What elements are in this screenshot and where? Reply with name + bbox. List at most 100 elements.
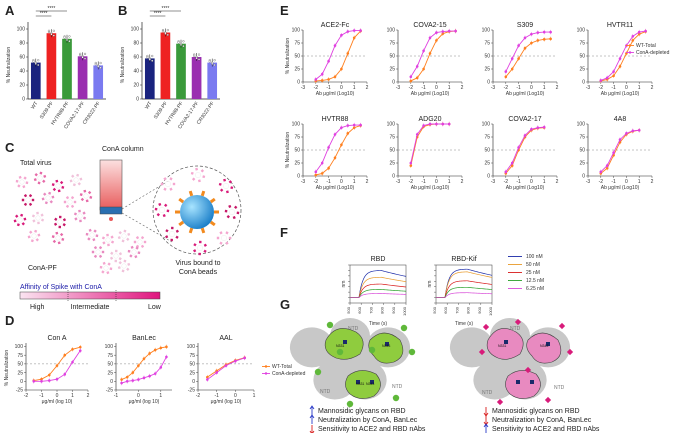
panel-e-chart-4-xtick-label: 1 [353,179,356,185]
panel-e-chart-3-ytick-label: 0 [582,80,585,86]
virus-particle [101,233,115,247]
virus-spike [42,179,46,183]
virus-spike [163,177,167,181]
virus-spike [169,177,173,181]
left-spike-trimer [289,318,411,400]
virus-spike [25,181,29,185]
virus-particle [91,246,105,258]
panel-d-chart-1-title: BanLec [132,335,156,342]
virus-spike [127,249,131,253]
panel-e-chart-5-xlabel: Ab μg/ml (Log10) [411,185,450,191]
green-glycan-dot [408,348,416,356]
virus-spike [99,265,103,269]
virus-spike [219,241,223,245]
panel-f-rbdkif-ylabel: nm [427,281,433,288]
panel-e-chart-7-xlabel: Ab μg/ml (Log10) [601,185,640,191]
pink-glycan-diamond [478,348,486,356]
panel-e-chart-1-xtick-label: 0 [435,85,438,91]
panel-f-rbdkif-curve [436,292,493,298]
panel-e-chart-5-ytick-label: 50 [389,148,395,154]
virus-spike [126,237,130,241]
virus-particle [13,213,27,227]
virus-spike [44,201,48,205]
panel-d-chart-2: -25 0 25 50 75 100 -2 -1 0 1 AAL μg/ml (log 10) [187,335,256,405]
panel-e-chart-1-xtick-label: -1 [421,85,426,91]
left-arrow-icon [309,430,315,433]
virus-spike [226,215,230,219]
virus-spike [52,239,57,244]
panel-e-chart-0-ytick-label: 100 [292,28,301,34]
ntd-label: NTD [392,384,403,390]
panel-e-chart-5-xtick-label: -1 [421,179,426,185]
ntd-label: NTD [554,385,565,391]
virus-core [19,179,25,185]
panel-f-rbd-xlabel: Time (s) [369,321,387,327]
virus-particle [53,215,67,229]
panel-e-chart-6-xtick-label: 2 [556,179,559,185]
panel-e-legend-label: WT-Total [636,43,656,49]
panel-e-chart-2-ytick-label: 50 [484,54,490,60]
virus-spike [110,251,114,255]
panel-a-point [81,56,84,59]
panel-e-chart-7-xtick-label: 2 [651,179,654,185]
virus-core [77,213,83,219]
panel-d-chart-1: -25 0 25 50 75 100 -1 0 1 BanLec μg/ml (log 10) [105,335,172,405]
virus-spike [15,214,19,218]
panel-b-ytick-label: 80 [133,41,139,47]
virus-spike [228,180,233,184]
panel-d-chart-1-ytick-label: 0 [110,379,113,385]
panel-d-ylabel: % Neutralization [4,350,10,387]
affinity-gradient-bar [19,291,161,300]
virus-spike [18,175,22,179]
cona-lectin [188,227,194,234]
virus-spike [224,209,228,213]
virus-spike [93,254,98,258]
panel-b-point [213,59,216,62]
panel-a-ytick-label: 60 [19,55,25,61]
panel-e-chart-1-series-line [410,30,456,78]
left-effect-label: Mannosidic glycans on RBD [318,408,406,415]
panel-b-bar [176,43,186,99]
panel-e-chart-6-xtick-label: 1 [543,179,546,185]
virus-particle [15,175,29,189]
virus-particle [218,178,234,194]
panel-b-point [151,54,154,58]
cona-lectin [209,220,216,227]
panel-b-ytick-label: 0 [136,97,139,103]
panel-f-legend-label: 12.5 nM [526,278,544,284]
virus-core [131,249,137,255]
panel-d-chart-1-ytick-label: 50 [107,362,113,368]
panel-e-chart-2: 0 25 50 75 100 -3 -2 -1 0 1 2 S309 Ab μg/ml (Log10) [482,22,559,97]
left-arrow-icon [309,414,315,419]
virus-spike [87,190,92,195]
virus-spike [118,257,122,261]
green-glycan-dot [346,400,354,408]
panel-d-chart-2-ytick-label: 25 [189,370,195,376]
virus-spike [88,228,92,232]
virus-spike [106,271,110,275]
virus-spike [102,261,106,265]
panel-e-chart-1-ytick-label: 100 [387,28,396,34]
panel-e-chart-4-xtick-label: 2 [366,179,369,185]
panel-b-point [182,45,185,48]
virus-spike [57,241,61,245]
panel-e-chart-2-title: S309 [517,22,533,29]
panel-a-point [63,36,66,39]
virus-spike [51,195,55,199]
virus-spike [199,240,202,244]
green-glycan-dot [400,324,408,332]
panel-b-bar [207,62,218,99]
panel-a-point [68,35,71,38]
panel-label-b: B [118,3,127,18]
virus-spike [107,243,110,247]
virus-spike [41,197,45,201]
panel-b-point [166,33,169,36]
panel-d-chart-2-xlabel: μg/ml (log 10) [211,399,242,405]
panel-d-chart-0-xtick-label: -1 [39,393,44,399]
panel-e-chart-3-xtick-label: 1 [638,85,641,91]
panel-a-point [83,52,87,55]
virus-spike [76,173,80,177]
panel-d-chart-2-xtick-label: -1 [214,393,219,399]
panel-d-chart-2-xtick-label: -2 [196,393,201,399]
glycan-label: N343 [366,382,374,386]
